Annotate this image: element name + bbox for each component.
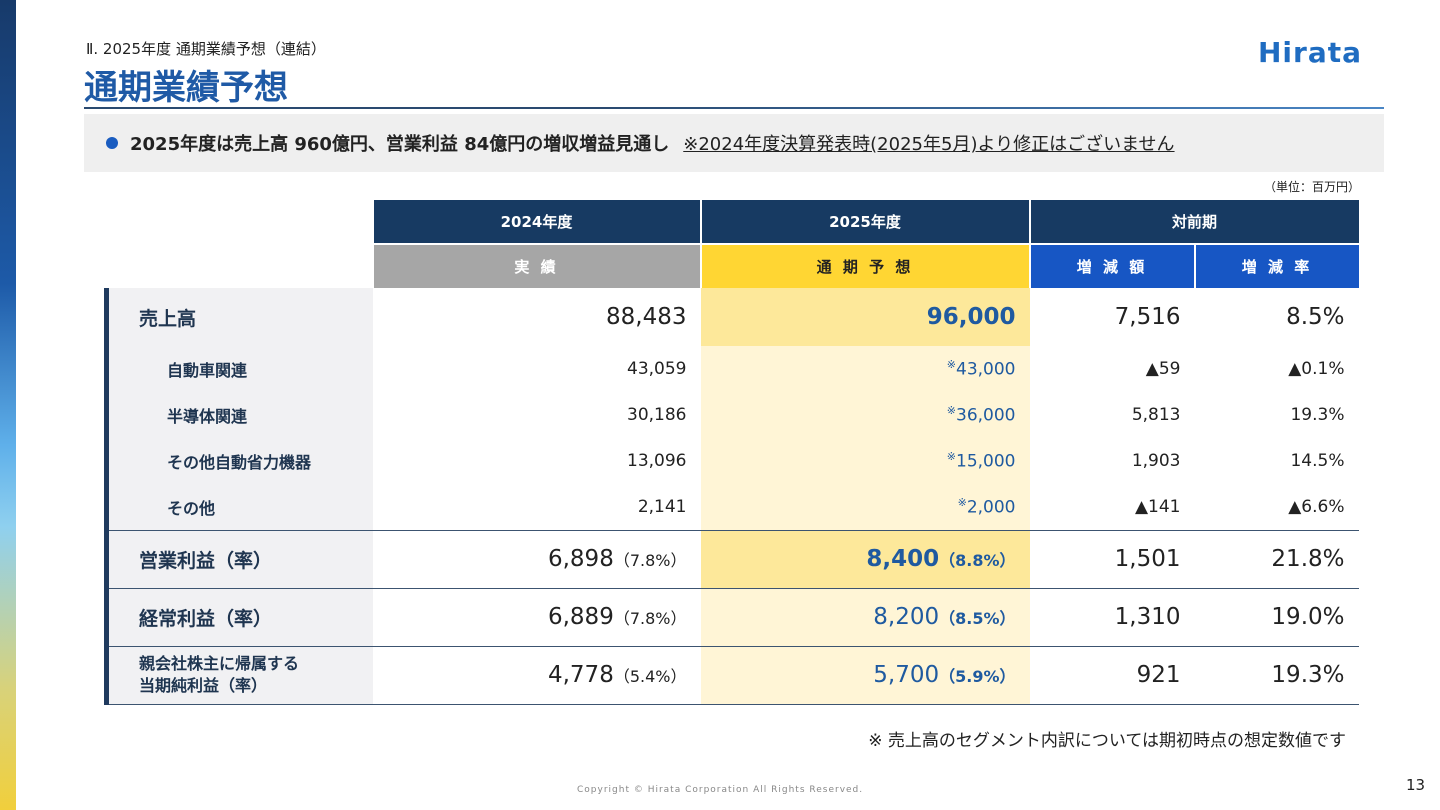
table-row-sales: 売上高 88,483 96,000 7,516 8.5%: [104, 288, 1359, 346]
copyright: Copyright © Hirata Corporation All Right…: [577, 785, 864, 795]
rate-value: 19.0%: [1194, 587, 1359, 646]
note-mark: ※: [946, 450, 957, 464]
actual-margin: （7.8%）: [613, 609, 687, 628]
header-actual: 実 績: [371, 243, 701, 288]
forecast-value: 43,000: [956, 359, 1016, 380]
forecast-margin: （8.8%）: [939, 551, 1016, 570]
table-row-segment: その他自動省力機器 13,096 ※15,000 1,903 14.5%: [104, 438, 1359, 484]
header-fy2025: 2025年度: [699, 200, 1030, 244]
rate-value: 19.3%: [1290, 405, 1345, 425]
change-value: ▲141: [1134, 496, 1181, 517]
header-rate: 増 減 率: [1193, 243, 1359, 288]
row-label: 半導体関連: [104, 392, 373, 438]
row-label: 親会社株主に帰属する 当期純利益（率）: [104, 645, 373, 705]
actual-value: 6,889: [547, 604, 614, 630]
note-mark: ※: [946, 358, 957, 372]
title-divider: [84, 107, 1384, 109]
change-value: 1,903: [1131, 451, 1181, 471]
actual-margin: （7.8%）: [613, 551, 687, 570]
rate-value: 21.8%: [1194, 529, 1359, 588]
table-row-segment: 半導体関連 30,186 ※36,000 5,813 19.3%: [104, 392, 1359, 438]
summary-note: ※2024年度決算発表時(2025年5月)より修正はございません: [683, 134, 1175, 155]
change-value: 1,310: [1029, 587, 1195, 646]
page-title: 通期業績予想: [84, 68, 288, 108]
forecast-value: 5,700: [873, 662, 940, 688]
forecast-margin: （5.9%）: [939, 667, 1016, 686]
header-forecast: 通 期 予 想: [699, 243, 1030, 288]
header-change: 増 減 額: [1028, 243, 1195, 288]
rate-value: 19.3%: [1194, 645, 1359, 705]
actual-value: 43,059: [627, 359, 687, 379]
note-mark: ※: [957, 495, 967, 509]
change-value: 1,501: [1029, 529, 1195, 588]
change-value: 921: [1029, 645, 1195, 705]
forecast-value: 8,200: [873, 604, 940, 630]
note-mark: ※: [946, 404, 957, 418]
section-subtitle: Ⅱ. 2025年度 通期業績予想（連結）: [86, 40, 326, 58]
header-fy2024: 2024年度: [371, 200, 701, 244]
forecast-value: 36,000: [956, 405, 1016, 426]
row-label: 自動車関連: [104, 346, 373, 392]
summary-text: 2025年度は売上高 960億円、営業利益 84億円の増収増益見通し: [130, 134, 670, 155]
change-value: 5,813: [1131, 405, 1181, 425]
rate-value: 8.5%: [1286, 304, 1345, 330]
table-row-ordinary-profit: 経常利益（率） 6,889（7.8%） 8,200（8.5%） 1,310 19…: [104, 587, 1359, 646]
actual-value: 13,096: [627, 451, 687, 471]
actual-value: 6,898: [547, 546, 614, 572]
actual-value: 4,778: [547, 662, 614, 688]
unit-label: （単位：百万円）: [1263, 180, 1360, 194]
table-row-net-income: 親会社株主に帰属する 当期純利益（率） 4,778（5.4%） 5,700（5.9…: [104, 645, 1359, 705]
page-number: 13: [1406, 776, 1426, 794]
row-label-line2: 当期純利益（率）: [139, 676, 268, 695]
forecast-value: 15,000: [956, 451, 1016, 472]
actual-margin: （5.4%）: [613, 667, 687, 686]
forecast-margin: （8.5%）: [939, 609, 1016, 628]
rate-value: 14.5%: [1290, 451, 1345, 471]
actual-value: 2,141: [637, 496, 687, 517]
side-gradient-strip: [0, 0, 16, 810]
table-row-segment: 自動車関連 43,059 ※43,000 ▲59 ▲0.1%: [104, 346, 1359, 392]
summary-banner: 2025年度は売上高 960億円、営業利益 84億円の増収増益見通し ※2024…: [84, 114, 1384, 172]
row-label: その他自動省力機器: [104, 438, 373, 484]
bullet-icon: [106, 137, 118, 149]
forecast-table: 2024年度 2025年度 対前期 実 績 通 期 予 想 増 減 額 増 減 …: [104, 200, 1359, 705]
row-label-line1: 親会社株主に帰属する: [139, 654, 300, 673]
forecast-value: 8,400: [866, 546, 940, 572]
footnote: ※ 売上高のセグメント内訳については期初時点の想定数値です: [868, 731, 1346, 751]
rate-value: ▲6.6%: [1288, 496, 1345, 517]
row-label: その他: [104, 484, 373, 530]
forecast-value: 2,000: [966, 497, 1016, 518]
table-row-segment: その他 2,141 ※2,000 ▲141 ▲6.6%: [104, 484, 1359, 530]
table-row-operating-profit: 営業利益（率） 6,898（7.8%） 8,400（8.8%） 1,501 21…: [104, 529, 1359, 588]
hirata-logo: Hirata: [1258, 36, 1363, 69]
row-label: 経常利益（率）: [104, 587, 373, 646]
row-label: 売上高: [104, 288, 373, 346]
actual-value: 88,483: [606, 304, 687, 330]
change-value: ▲59: [1145, 359, 1181, 379]
rate-value: ▲0.1%: [1288, 359, 1345, 379]
change-value: 7,516: [1114, 304, 1181, 330]
header-yoy: 対前期: [1028, 200, 1359, 244]
actual-value: 30,186: [627, 405, 687, 425]
forecast-value: 96,000: [700, 288, 1030, 346]
row-label: 営業利益（率）: [104, 529, 373, 588]
